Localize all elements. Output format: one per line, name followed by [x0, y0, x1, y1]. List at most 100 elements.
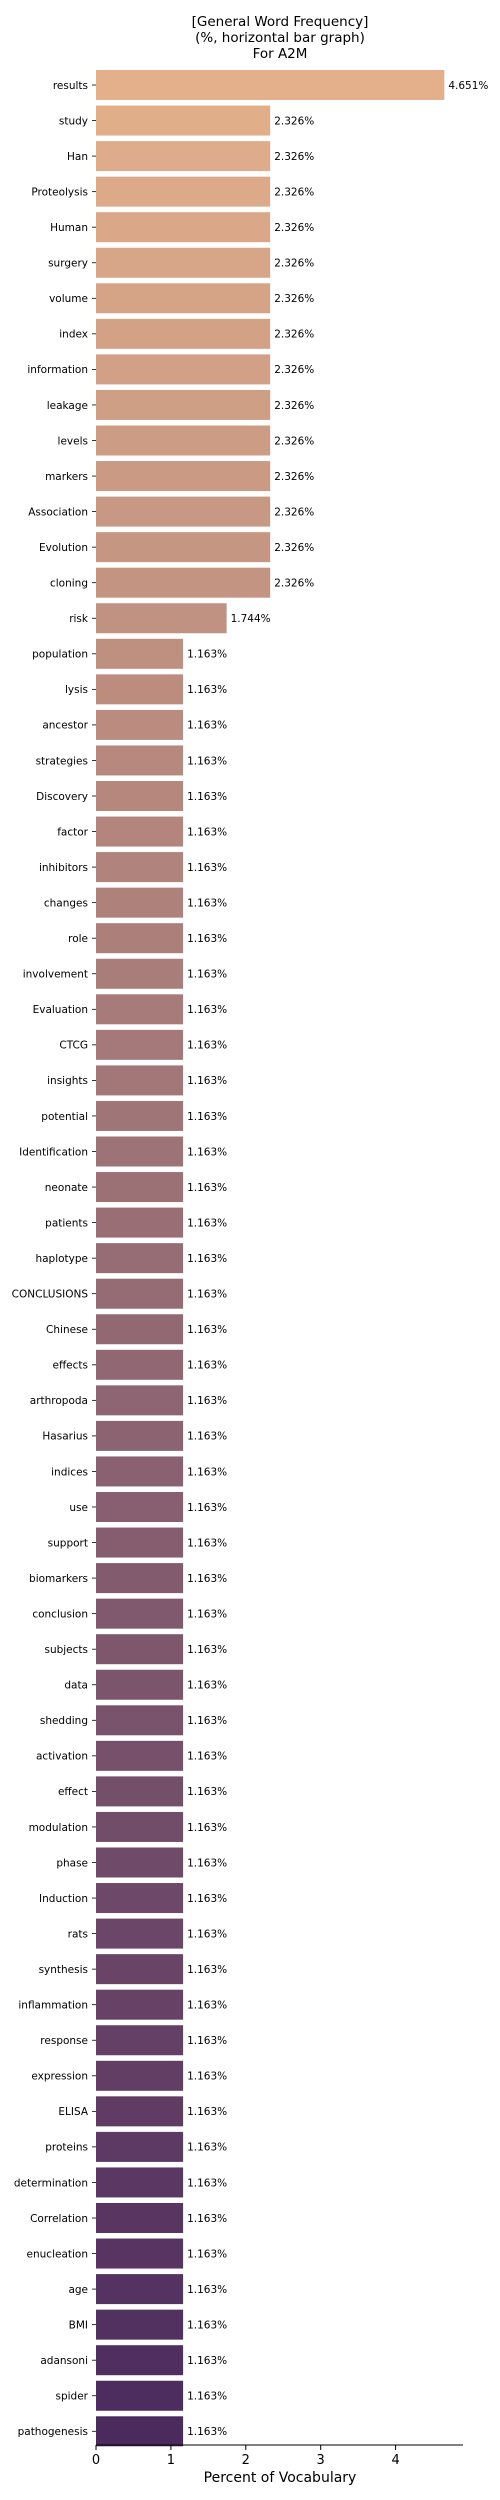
category-label-risk: risk: [69, 613, 89, 625]
x-tick-label-4: 4: [391, 2453, 399, 2468]
bar-rats: [96, 1918, 184, 1949]
bar-index: [96, 318, 271, 349]
bar-haplotype: [96, 1243, 184, 1274]
value-label-insights: 1.163%: [187, 1075, 227, 1087]
bar-levels: [96, 425, 271, 456]
value-label-effect: 1.163%: [187, 1786, 227, 1798]
bar-volume: [96, 283, 271, 314]
category-label-evaluation: Evaluation: [33, 1004, 88, 1016]
bar-expression: [96, 2060, 184, 2091]
value-label-induction: 1.163%: [187, 1893, 227, 1905]
bar-markers: [96, 461, 271, 492]
category-label-study: study: [59, 115, 88, 127]
value-label-modulation: 1.163%: [187, 1822, 227, 1834]
bar-subjects: [96, 1634, 184, 1665]
bar-surgery: [96, 247, 271, 278]
value-label-synthesis: 1.163%: [187, 1964, 227, 1976]
value-label-cloning: 2.326%: [274, 578, 314, 590]
category-label-modulation: modulation: [29, 1822, 88, 1834]
value-label-bmi: 1.163%: [187, 2319, 227, 2331]
category-label-use: use: [69, 1502, 88, 1514]
x-tick-label-1: 1: [167, 2453, 175, 2468]
bar-factor: [96, 816, 184, 847]
category-label-population: population: [32, 649, 88, 661]
bar-determination: [96, 2167, 184, 2198]
category-label-bmi: BMI: [69, 2319, 88, 2331]
bar-synthesis: [96, 1954, 184, 1985]
bar-role: [96, 923, 184, 954]
bar-ancestor: [96, 709, 184, 740]
value-label-adansoni: 1.163%: [187, 2355, 227, 2367]
category-label-potential: potential: [41, 1111, 88, 1123]
value-label-activation: 1.163%: [187, 1751, 227, 1763]
value-label-volume: 2.326%: [274, 293, 314, 305]
bar-information: [96, 354, 271, 385]
category-label-proteins: proteins: [45, 2142, 88, 2154]
bar-risk: [96, 603, 227, 634]
category-label-effect: effect: [58, 1786, 88, 1798]
bar-response: [96, 2025, 184, 2056]
value-label-support: 1.163%: [187, 1537, 227, 1549]
bar-identification: [96, 1136, 184, 1167]
bar-phase: [96, 1847, 184, 1878]
category-label-induction: Induction: [39, 1893, 88, 1905]
bar-elisa: [96, 2096, 184, 2127]
bar-human: [96, 212, 271, 243]
value-label-inhibitors: 1.163%: [187, 862, 227, 874]
category-label-proteolysis: Proteolysis: [31, 186, 88, 198]
value-label-conclusions: 1.163%: [187, 1289, 227, 1301]
bar-lysis: [96, 674, 184, 705]
category-label-pathogenesis: pathogenesis: [18, 2426, 88, 2438]
category-label-factor: factor: [57, 826, 88, 838]
category-label-adansoni: adansoni: [40, 2355, 88, 2367]
bar-changes: [96, 887, 184, 918]
category-label-inhibitors: inhibitors: [39, 862, 88, 874]
category-label-surgery: surgery: [48, 258, 88, 270]
category-label-biomarkers: biomarkers: [29, 1573, 88, 1585]
category-label-human: Human: [50, 222, 88, 234]
bar-insights: [96, 1065, 184, 1096]
category-label-activation: activation: [36, 1751, 88, 1763]
value-label-rats: 1.163%: [187, 1928, 227, 1940]
bar-data: [96, 1669, 184, 1700]
value-label-human: 2.326%: [274, 222, 314, 234]
bar-use: [96, 1492, 184, 1522]
x-axis-label: Percent of Vocabulary: [204, 2470, 357, 2486]
category-label-role: role: [68, 933, 88, 945]
category-label-arthropoda: arthropoda: [30, 1395, 88, 1407]
value-label-index: 2.326%: [274, 329, 314, 341]
bar-biomarkers: [96, 1563, 184, 1594]
value-label-biomarkers: 1.163%: [187, 1573, 227, 1585]
category-label-response: response: [40, 2035, 88, 2047]
value-label-ctcg: 1.163%: [187, 1040, 227, 1052]
category-label-levels: levels: [58, 435, 88, 447]
value-label-levels: 2.326%: [274, 435, 314, 447]
chart-title: [General Word Frequency] (%, horizontal …: [192, 14, 369, 62]
bar-cloning: [96, 567, 271, 598]
category-label-age: age: [68, 2284, 88, 2296]
category-label-subjects: subjects: [44, 1644, 88, 1656]
chart-title-line-2: (%, horizontal bar graph): [195, 30, 365, 46]
value-labels: 4.651% 2.326% 2.326% 2.326% 2.326% 2.326% 2.32…: [187, 80, 488, 2438]
value-label-phase: 1.163%: [187, 1857, 227, 1869]
value-label-determination: 1.163%: [187, 2177, 227, 2189]
category-label-association: Association: [28, 506, 88, 518]
category-label-synthesis: synthesis: [39, 1964, 88, 1976]
category-label-expression: expression: [31, 2071, 88, 2083]
bar-inhibitors: [96, 852, 184, 883]
value-label-involvement: 1.163%: [187, 969, 227, 981]
category-label-evolution: Evolution: [39, 542, 88, 554]
bar-potential: [96, 1100, 184, 1131]
bar-han: [96, 141, 271, 172]
value-label-lysis: 1.163%: [187, 684, 227, 696]
category-label-determination: determination: [14, 2177, 88, 2189]
value-label-han: 2.326%: [274, 151, 314, 163]
bar-study: [96, 105, 271, 136]
value-label-evolution: 2.326%: [274, 542, 314, 554]
category-label-strategies: strategies: [36, 755, 88, 767]
category-label-data: data: [64, 1680, 88, 1692]
value-label-pathogenesis: 1.163%: [187, 2426, 227, 2438]
value-label-correlation: 1.163%: [187, 2213, 227, 2225]
value-label-enucleation: 1.163%: [187, 2248, 227, 2260]
